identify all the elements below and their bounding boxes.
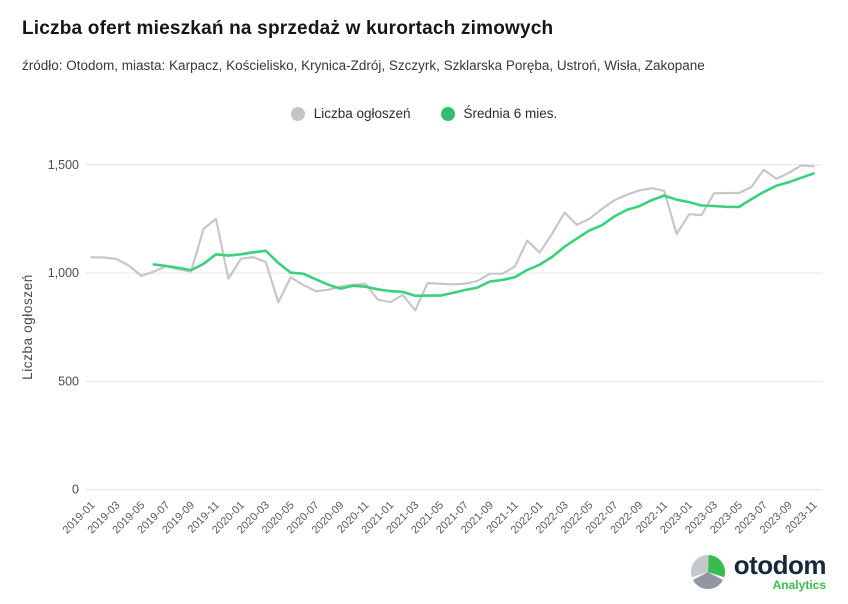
logo-pie-segment (692, 572, 723, 589)
y-tick-label: 1,500 (48, 158, 79, 172)
legend-label: Średnia 6 mies. (463, 106, 558, 121)
y-tick-label: 500 (58, 374, 79, 388)
chart-legend: Liczba ogłoszeń Średnia 6 mies. (0, 106, 848, 121)
logo-pie-segment (690, 555, 709, 578)
otodom-pie-icon (690, 555, 725, 589)
page-title: Liczba ofert mieszkań na sprzedaż w kuro… (22, 18, 554, 39)
logo-analytics-label: Analytics (772, 578, 826, 592)
legend-swatch-green-icon (440, 106, 455, 121)
logo-pie-segment (707, 555, 725, 578)
series-line-avg6m (152, 172, 815, 298)
legend-item-srednia-6-mies: Średnia 6 mies. (440, 106, 558, 121)
legend-label: Liczba ogłoszeń (313, 106, 411, 121)
source-subtitle: źródło: Otodom, miasta: Karpacz, Kościel… (22, 58, 705, 73)
logo-wordmark: otodom (733, 550, 827, 580)
legend-swatch-gray-icon (290, 106, 305, 121)
y-axis-title: Liczba ogłoszeń (20, 274, 35, 380)
y-tick-label: 1,000 (48, 266, 79, 280)
otodom-analytics-logo: otodom Analytics (690, 550, 827, 592)
logo-texts: otodom Analytics (733, 550, 827, 592)
y-tick-label: 0 (72, 483, 79, 497)
series-line-ads (90, 164, 815, 312)
legend-item-liczba-ogloszen: Liczba ogłoszeń (290, 106, 411, 121)
